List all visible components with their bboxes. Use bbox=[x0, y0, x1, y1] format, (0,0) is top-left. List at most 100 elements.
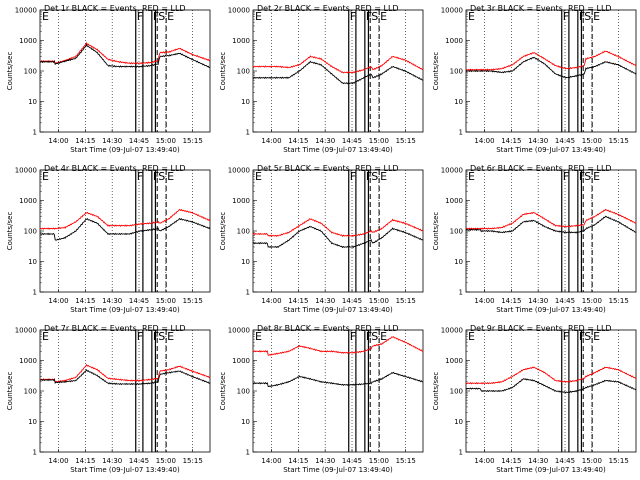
marker-letter-F: F bbox=[563, 330, 569, 343]
x-tick-label: 14:00 bbox=[48, 137, 68, 145]
panel-title: Det 9r BLACK = Events, RED = LLD bbox=[470, 324, 612, 333]
events-series bbox=[252, 60, 424, 85]
x-tick-label: 14:00 bbox=[474, 457, 494, 465]
x-tick-label: 15:00 bbox=[369, 137, 389, 145]
events-series bbox=[39, 43, 211, 69]
marker-letter-F: F bbox=[563, 170, 569, 183]
panel-9: Det 9r BLACK = Events, RED = LLD 14:00 14:… bbox=[432, 324, 637, 474]
y-tick-label: 100 bbox=[237, 68, 250, 76]
events-series bbox=[252, 225, 424, 249]
panel-2: Det 2r BLACK = Events, RED = LLD 14:00 14:… bbox=[219, 4, 424, 154]
plot-frame bbox=[39, 329, 211, 453]
marker-letter-S: S bbox=[158, 10, 165, 23]
panel-title: Det 1r BLACK = Events, RED = LLD bbox=[44, 4, 186, 13]
x-tick-label: 14:45 bbox=[555, 137, 575, 145]
y-tick-label: 1000 bbox=[19, 357, 37, 365]
x-tick-label: 14:45 bbox=[555, 297, 575, 305]
y-tick-label: 1000 bbox=[232, 37, 250, 45]
marker-letter-F: F bbox=[137, 330, 143, 343]
x-tick-label: 14:30 bbox=[102, 457, 122, 465]
x-tick-label: 14:00 bbox=[261, 137, 281, 145]
marker-letter-F: F bbox=[579, 330, 585, 343]
marker-letter-E: E bbox=[380, 330, 387, 343]
y-tick-label: 100 bbox=[450, 68, 463, 76]
x-tick-label: 14:45 bbox=[342, 457, 362, 465]
x-tick-label: 14:15 bbox=[501, 137, 521, 145]
x-tick-label: 14:15 bbox=[288, 457, 308, 465]
x-axis-label: Start Time (09-Jul-07 13:49:40) bbox=[496, 146, 606, 154]
panel-title: Det 5r BLACK = Events, RED = LLD bbox=[257, 164, 399, 173]
x-tick-label: 14:30 bbox=[315, 297, 335, 305]
marker-letter-E: E bbox=[255, 170, 262, 183]
x-axis-label: Start Time (09-Jul-07 13:49:40) bbox=[283, 466, 393, 474]
lld-series bbox=[39, 42, 211, 65]
lld-series bbox=[39, 208, 211, 230]
x-tick-label: 15:15 bbox=[183, 297, 203, 305]
x-tick-label: 15:00 bbox=[582, 137, 602, 145]
x-axis-label: Start Time (09-Jul-07 13:49:40) bbox=[283, 146, 393, 154]
panel-1: Det 1r BLACK = Events, RED = LLD 14:00 14:… bbox=[6, 4, 211, 154]
marker-letter-F: F bbox=[350, 170, 356, 183]
y-tick-label: 10000 bbox=[441, 327, 463, 335]
y-tick-label: 1 bbox=[246, 449, 250, 457]
y-tick-label: 10 bbox=[28, 98, 37, 106]
x-tick-label: 14:00 bbox=[474, 137, 494, 145]
panel-4: Det 4r BLACK = Events, RED = LLD 14:00 14:… bbox=[6, 164, 211, 314]
y-tick-label: 1000 bbox=[445, 197, 463, 205]
lld-series bbox=[39, 363, 211, 384]
marker-letter-E: E bbox=[42, 170, 49, 183]
events-series bbox=[465, 215, 637, 234]
x-tick-label: 15:15 bbox=[609, 297, 629, 305]
marker-letter-E: E bbox=[380, 170, 387, 183]
panel-title: Det 7r BLACK = Events, RED = LLD bbox=[44, 324, 186, 333]
panel-title: Det 4r BLACK = Events, RED = LLD bbox=[44, 164, 186, 173]
y-axis-label: Counts/sec bbox=[6, 372, 14, 411]
marker-letter-F: F bbox=[153, 10, 159, 23]
panel-7: Det 7r BLACK = Events, RED = LLD 14:00 14:… bbox=[6, 324, 211, 474]
x-tick-label: 14:45 bbox=[129, 137, 149, 145]
y-tick-label: 100 bbox=[450, 388, 463, 396]
x-tick-label: 15:15 bbox=[396, 457, 416, 465]
y-tick-label: 10 bbox=[241, 418, 250, 426]
y-tick-label: 10000 bbox=[15, 327, 37, 335]
x-tick-label: 14:45 bbox=[555, 457, 575, 465]
panel-title: Det 8r BLACK = Events, RED = LLD bbox=[257, 324, 399, 333]
y-tick-label: 1000 bbox=[445, 37, 463, 45]
marker-letter-E: E bbox=[468, 10, 475, 23]
events-series bbox=[40, 368, 211, 386]
y-tick-label: 10 bbox=[28, 418, 37, 426]
y-tick-label: 1000 bbox=[232, 357, 250, 365]
y-tick-label: 100 bbox=[237, 388, 250, 396]
marker-letter-F: F bbox=[350, 10, 356, 23]
x-tick-label: 14:45 bbox=[342, 137, 362, 145]
x-tick-label: 15:15 bbox=[396, 137, 416, 145]
x-tick-label: 15:15 bbox=[183, 457, 203, 465]
x-tick-label: 15:00 bbox=[582, 457, 602, 465]
x-tick-label: 14:00 bbox=[261, 297, 281, 305]
marker-letter-E: E bbox=[593, 170, 600, 183]
marker-letter-S: S bbox=[584, 170, 591, 183]
marker-letter-E: E bbox=[255, 10, 262, 23]
y-tick-label: 10000 bbox=[441, 7, 463, 15]
y-axis-label: Counts/sec bbox=[432, 52, 440, 91]
marker-letter-E: E bbox=[167, 10, 174, 23]
x-tick-label: 15:15 bbox=[396, 297, 416, 305]
x-tick-label: 14:30 bbox=[315, 457, 335, 465]
plot-frame bbox=[39, 169, 211, 293]
y-tick-label: 1 bbox=[33, 449, 37, 457]
x-tick-label: 15:00 bbox=[156, 137, 176, 145]
x-tick-label: 14:00 bbox=[261, 457, 281, 465]
y-tick-label: 10000 bbox=[15, 7, 37, 15]
y-axis-label: Counts/sec bbox=[432, 372, 440, 411]
y-tick-label: 1 bbox=[459, 449, 463, 457]
x-tick-label: 14:15 bbox=[501, 457, 521, 465]
x-tick-label: 14:15 bbox=[501, 297, 521, 305]
events-series bbox=[39, 217, 211, 241]
marker-letter-F: F bbox=[366, 10, 372, 23]
marker-letter-S: S bbox=[371, 10, 378, 23]
marker-letter-E: E bbox=[593, 330, 600, 343]
y-tick-label: 10 bbox=[454, 258, 463, 266]
y-tick-label: 1000 bbox=[232, 197, 250, 205]
y-tick-label: 10000 bbox=[441, 167, 463, 175]
panel-title: Det 6r BLACK = Events, RED = LLD bbox=[470, 164, 612, 173]
